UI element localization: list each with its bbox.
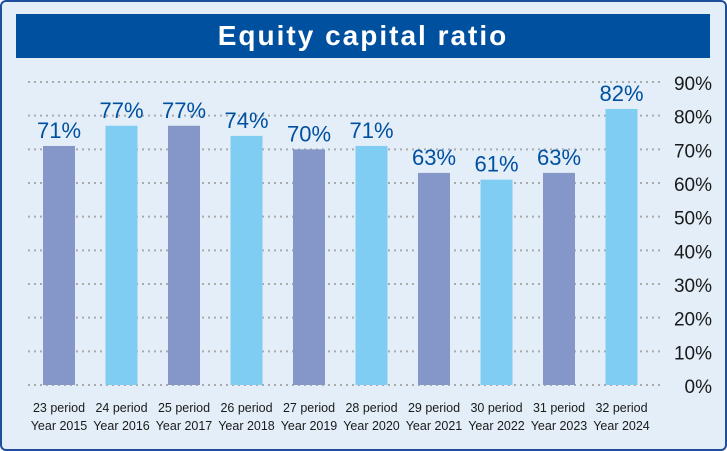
bar — [355, 145, 388, 385]
category-label: 23 period — [33, 401, 85, 415]
category-label: 27 period — [283, 401, 335, 415]
category-label: Year 2016 — [93, 419, 150, 433]
category-label: 26 period — [220, 401, 272, 415]
category-label: 24 period — [95, 401, 147, 415]
y-tick-label: 30% — [674, 276, 712, 297]
y-tick-label: 40% — [674, 242, 712, 263]
category-label: Year 2019 — [281, 419, 338, 433]
category-label: Year 2017 — [156, 419, 213, 433]
value-label: 61% — [474, 152, 518, 177]
category-label: Year 2022 — [468, 419, 525, 433]
bar — [230, 135, 263, 385]
bar — [605, 108, 638, 385]
y-tick-label: 0% — [685, 377, 713, 398]
value-label: 77% — [99, 98, 143, 123]
chart-title: Equity capital ratio — [16, 14, 710, 58]
category-label: Year 2024 — [593, 419, 650, 433]
category-label: 32 period — [595, 401, 647, 415]
category-label: 25 period — [158, 401, 210, 415]
bar — [105, 125, 138, 386]
value-label: 77% — [162, 98, 206, 123]
value-label: 71% — [37, 118, 81, 143]
value-label: 63% — [537, 145, 581, 170]
category-label: Year 2021 — [406, 419, 463, 433]
category-label: Year 2015 — [31, 419, 88, 433]
bar — [543, 172, 575, 385]
y-tick-label: 10% — [674, 343, 712, 364]
bar — [43, 145, 75, 385]
y-tick-label: 80% — [674, 108, 712, 129]
value-label: 74% — [224, 108, 268, 133]
value-label: 82% — [599, 81, 643, 106]
category-label: 28 period — [345, 401, 397, 415]
category-label: Year 2020 — [343, 419, 400, 433]
bar — [168, 125, 200, 386]
value-label: 70% — [287, 121, 331, 146]
bar — [480, 179, 513, 385]
y-tick-label: 60% — [674, 175, 712, 196]
y-tick-label: 90% — [674, 74, 712, 95]
y-tick-label: 20% — [674, 310, 712, 331]
y-tick-label: 50% — [674, 209, 712, 230]
value-label: 63% — [412, 145, 456, 170]
y-tick-label: 70% — [674, 141, 712, 162]
category-label: 29 period — [408, 401, 460, 415]
category-label: 30 period — [470, 401, 522, 415]
category-label: 31 period — [533, 401, 585, 415]
bar — [293, 149, 325, 385]
category-label: Year 2023 — [531, 419, 588, 433]
bar — [418, 172, 450, 385]
value-label: 71% — [349, 118, 393, 143]
category-label: Year 2018 — [218, 419, 275, 433]
